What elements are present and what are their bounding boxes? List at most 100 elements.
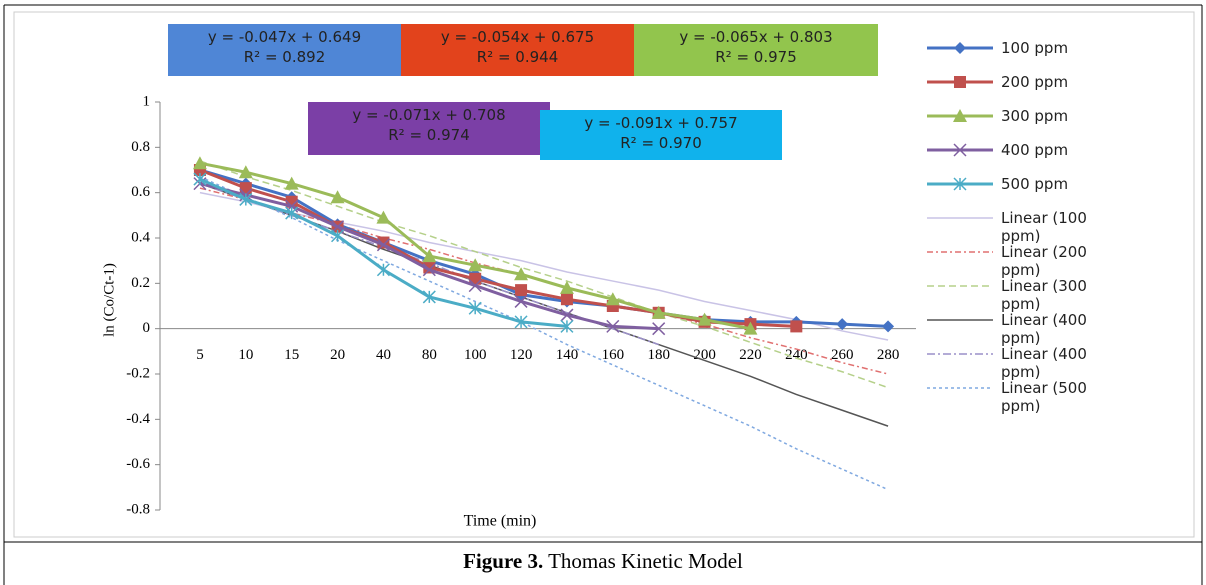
x-tick-label: 120 xyxy=(510,347,533,363)
legend-label: 100 ppm xyxy=(1001,39,1069,57)
marker xyxy=(606,319,620,333)
equation-box: y = -0.071x + 0.708 R² = 0.974 xyxy=(308,102,550,155)
x-tick-label: 260 xyxy=(831,347,854,363)
marker xyxy=(953,177,967,191)
legend-item: Linear (400 ppm) xyxy=(925,311,1113,347)
y-tick-label: -0.2 xyxy=(126,365,150,381)
marker xyxy=(376,263,390,277)
legend-item: Linear (200 ppm) xyxy=(925,243,1113,279)
x-tick-label: 40 xyxy=(376,347,391,363)
x-tick-label: 100 xyxy=(464,347,487,363)
marker xyxy=(376,210,391,224)
legend-swatch xyxy=(927,387,993,389)
legend-label: Linear (400 ppm) xyxy=(1001,345,1087,381)
y-tick-label: -0.8 xyxy=(126,501,150,517)
marker xyxy=(836,318,849,331)
legend-item: 200 ppm xyxy=(925,73,1113,91)
legend-label: 200 ppm xyxy=(1001,73,1069,91)
legend-swatch xyxy=(927,109,993,122)
y-axis-label: ln (Co/Ct-1) xyxy=(101,263,117,337)
equation-line: y = -0.071x + 0.708 xyxy=(352,106,506,124)
marker xyxy=(953,109,967,122)
legend-label: Linear (400 ppm) xyxy=(1001,311,1087,347)
legend-swatch xyxy=(927,143,993,157)
marker xyxy=(284,176,299,190)
caption-label: Figure 3. xyxy=(463,549,544,573)
x-tick-label: 20 xyxy=(330,347,345,363)
equation-box: y = -0.091x + 0.757 R² = 0.970 xyxy=(540,110,782,160)
legend-item: Linear (400 ppm) xyxy=(925,345,1113,381)
caption: Figure 3. Thomas Kinetic Model xyxy=(0,549,1206,574)
legend-label: Linear (200 ppm) xyxy=(1001,243,1087,279)
legend-label: 300 ppm xyxy=(1001,107,1069,125)
marker xyxy=(239,182,252,195)
equation-line: y = -0.091x + 0.757 xyxy=(584,114,738,132)
equation-line: R² = 0.975 xyxy=(715,48,797,66)
y-tick-label: -0.4 xyxy=(126,411,150,427)
marker xyxy=(468,258,483,272)
equation-line: y = -0.054x + 0.675 xyxy=(440,28,595,46)
equation-line: R² = 0.944 xyxy=(476,48,559,66)
x-tick-label: 80 xyxy=(422,347,437,363)
equation-box: y = -0.065x + 0.803 R² = 0.975 xyxy=(634,24,878,76)
marker xyxy=(560,319,574,333)
marker xyxy=(285,199,299,213)
equation-line: R² = 0.974 xyxy=(388,126,470,144)
x-tick-label: 280 xyxy=(877,347,900,363)
equation-line: R² = 0.892 xyxy=(243,48,326,66)
legend-swatch xyxy=(927,319,993,321)
marker xyxy=(605,292,620,306)
marker xyxy=(239,192,253,206)
equation-line: y = -0.065x + 0.803 xyxy=(679,28,833,46)
legend-item: Linear (300 ppm) xyxy=(925,277,1113,313)
marker xyxy=(882,320,895,333)
marker xyxy=(331,220,345,234)
legend-swatch xyxy=(927,76,993,88)
chart-border xyxy=(13,11,1195,538)
y-tick-label: -0.6 xyxy=(126,456,150,472)
equation-line: y = -0.047x + 0.649 xyxy=(207,28,362,46)
marker xyxy=(651,305,666,319)
equation-box: y = -0.047x + 0.649 R² = 0.892 xyxy=(168,24,401,76)
trend-line xyxy=(199,191,889,341)
legend-label: Linear (500 ppm) xyxy=(1001,379,1087,415)
marker xyxy=(953,143,967,157)
series-line xyxy=(199,168,889,328)
marker xyxy=(514,294,528,308)
legend-item: Linear (500 ppm) xyxy=(925,379,1113,415)
y-tick-label: 0.6 xyxy=(131,184,150,200)
marker xyxy=(697,312,712,326)
series-line xyxy=(199,168,797,328)
marker xyxy=(652,322,666,336)
marker xyxy=(468,279,482,293)
y-tick-label: 0.8 xyxy=(131,139,150,155)
x-tick-label: 10 xyxy=(238,347,253,363)
legend-item: 500 ppm xyxy=(925,175,1113,193)
marker xyxy=(954,42,966,54)
legend-item: Linear (100 ppm) xyxy=(925,209,1113,245)
legend-swatch xyxy=(927,251,993,253)
x-tick-label: 220 xyxy=(739,347,762,363)
legend-swatch xyxy=(927,353,993,355)
marker xyxy=(285,206,299,220)
marker xyxy=(330,190,345,204)
marker xyxy=(514,315,528,329)
marker xyxy=(331,229,345,243)
y-tick-label: 0.4 xyxy=(131,229,150,245)
legend-item: 300 ppm xyxy=(925,107,1113,125)
equation-box: y = -0.054x + 0.675 R² = 0.944 xyxy=(401,24,634,76)
y-tick-label: 0.2 xyxy=(131,275,150,291)
legend-item: 400 ppm xyxy=(925,141,1113,159)
legend-label: Linear (100 ppm) xyxy=(1001,209,1087,245)
marker xyxy=(192,156,207,170)
marker xyxy=(560,308,574,322)
legend-label: Linear (300 ppm) xyxy=(1001,277,1087,313)
marker xyxy=(422,290,436,304)
marker xyxy=(468,301,482,315)
y-tick-label: 1 xyxy=(143,93,151,109)
y-tick-label: 0 xyxy=(143,320,151,336)
legend-swatch xyxy=(927,285,993,287)
x-axis-label: Time (min) xyxy=(464,513,537,530)
